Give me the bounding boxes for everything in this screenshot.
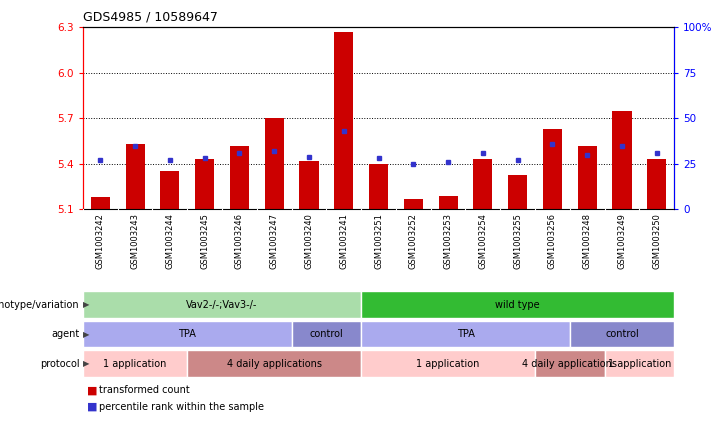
Text: ▶: ▶ — [83, 330, 89, 339]
Bar — [361, 291, 674, 318]
Text: TPA: TPA — [178, 329, 196, 339]
Text: 4 daily applications: 4 daily applications — [522, 359, 617, 369]
Bar — [535, 350, 605, 377]
Bar — [83, 350, 187, 377]
Text: ■: ■ — [87, 402, 97, 412]
Text: agent: agent — [51, 329, 79, 339]
Bar — [230, 146, 249, 209]
Bar — [404, 199, 423, 209]
Bar — [361, 350, 535, 377]
Bar — [299, 161, 319, 209]
Text: GSM1003245: GSM1003245 — [200, 213, 209, 269]
Text: GSM1003254: GSM1003254 — [478, 213, 487, 269]
Text: GSM1003249: GSM1003249 — [617, 213, 627, 269]
Bar — [369, 164, 388, 209]
Text: TPA: TPA — [456, 329, 474, 339]
Bar — [508, 175, 527, 209]
Text: genotype/variation: genotype/variation — [0, 299, 79, 310]
Text: GSM1003246: GSM1003246 — [235, 213, 244, 269]
Text: GSM1003243: GSM1003243 — [131, 213, 140, 269]
Text: GSM1003242: GSM1003242 — [96, 213, 105, 269]
Text: GSM1003240: GSM1003240 — [304, 213, 314, 269]
Text: 1 application: 1 application — [103, 359, 167, 369]
Bar — [265, 118, 284, 209]
Bar — [570, 321, 674, 348]
Text: GSM1003247: GSM1003247 — [270, 213, 279, 269]
Text: wild type: wild type — [495, 299, 540, 310]
Bar — [605, 350, 674, 377]
Text: control: control — [309, 329, 343, 339]
Text: GSM1003248: GSM1003248 — [583, 213, 592, 269]
Text: GSM1003251: GSM1003251 — [374, 213, 383, 269]
Text: ▶: ▶ — [83, 359, 89, 368]
Text: protocol: protocol — [40, 359, 79, 369]
Text: GSM1003255: GSM1003255 — [513, 213, 522, 269]
Text: GSM1003241: GSM1003241 — [340, 213, 348, 269]
Text: Vav2-/-;Vav3-/-: Vav2-/-;Vav3-/- — [186, 299, 257, 310]
Bar — [543, 129, 562, 209]
Bar — [612, 111, 632, 209]
Bar — [291, 321, 361, 348]
Text: GDS4985 / 10589647: GDS4985 / 10589647 — [83, 10, 218, 23]
Text: GSM1003256: GSM1003256 — [548, 213, 557, 269]
Bar — [361, 321, 570, 348]
Text: GSM1003244: GSM1003244 — [165, 213, 174, 269]
Text: 1 application: 1 application — [608, 359, 671, 369]
Text: control: control — [605, 329, 639, 339]
Text: percentile rank within the sample: percentile rank within the sample — [99, 402, 265, 412]
Bar — [83, 321, 291, 348]
Text: GSM1003252: GSM1003252 — [409, 213, 417, 269]
Text: GSM1003253: GSM1003253 — [443, 213, 453, 269]
Bar — [578, 146, 597, 209]
Bar — [334, 32, 353, 209]
Bar — [438, 196, 458, 209]
Bar — [125, 144, 145, 209]
Text: 1 application: 1 application — [417, 359, 479, 369]
Bar — [160, 171, 180, 209]
Bar — [83, 291, 361, 318]
Bar — [187, 350, 361, 377]
Text: 4 daily applications: 4 daily applications — [226, 359, 322, 369]
Text: ■: ■ — [87, 385, 97, 395]
Text: transformed count: transformed count — [99, 385, 190, 395]
Bar — [91, 197, 110, 209]
Bar — [647, 159, 666, 209]
Bar — [195, 159, 214, 209]
Text: GSM1003250: GSM1003250 — [653, 213, 661, 269]
Text: ▶: ▶ — [83, 300, 89, 309]
Bar — [473, 159, 492, 209]
